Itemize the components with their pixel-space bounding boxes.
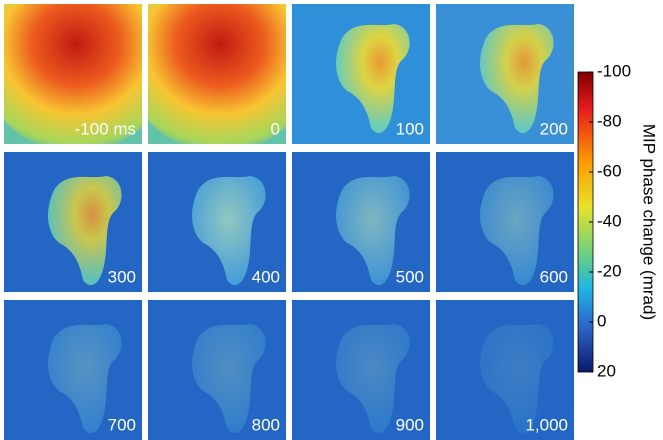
colorbar-tick-label: -80 (597, 111, 622, 130)
image-panel: 600 (436, 152, 574, 292)
figure: -100 ms01002003004005006007008009001,000… (0, 0, 663, 440)
image-panel: 1,000 (436, 300, 574, 440)
time-label: 500 (396, 267, 424, 286)
image-panel: 500 (292, 152, 430, 292)
image-panel: 100 (292, 4, 430, 144)
colorbar-tick-label: -20 (597, 261, 622, 280)
time-label: 800 (252, 415, 280, 434)
colorbar-tick-label: 20 (597, 361, 616, 380)
colorbar-tick-label: -60 (597, 161, 622, 180)
time-label: 100 (396, 119, 424, 138)
image-panel: 900 (292, 300, 430, 440)
colorbar-tick-label: -40 (597, 211, 622, 230)
image-panel: 800 (148, 300, 286, 440)
time-label: 300 (108, 267, 136, 286)
time-label: 0 (271, 119, 280, 138)
image-panel: 400 (148, 152, 286, 292)
image-panel: -100 ms (0, 0, 171, 152)
time-label: 400 (252, 267, 280, 286)
time-label: -100 ms (75, 119, 136, 138)
time-label: 200 (540, 119, 568, 138)
time-label: 600 (540, 267, 568, 286)
colorbar-label: MIP phase change (mrad) (640, 124, 659, 320)
time-label: 1,000 (525, 415, 568, 434)
time-label: 700 (108, 415, 136, 434)
image-panel: 200 (436, 4, 574, 144)
colorbar-tick-label: -100 (597, 61, 631, 80)
time-label: 900 (396, 415, 424, 434)
image-panel: 0 (125, 0, 315, 152)
image-panel: 300 (4, 152, 142, 292)
image-panel: 700 (4, 300, 142, 440)
panel-content (125, 0, 315, 152)
colorbar-tick-label: 0 (597, 311, 606, 330)
